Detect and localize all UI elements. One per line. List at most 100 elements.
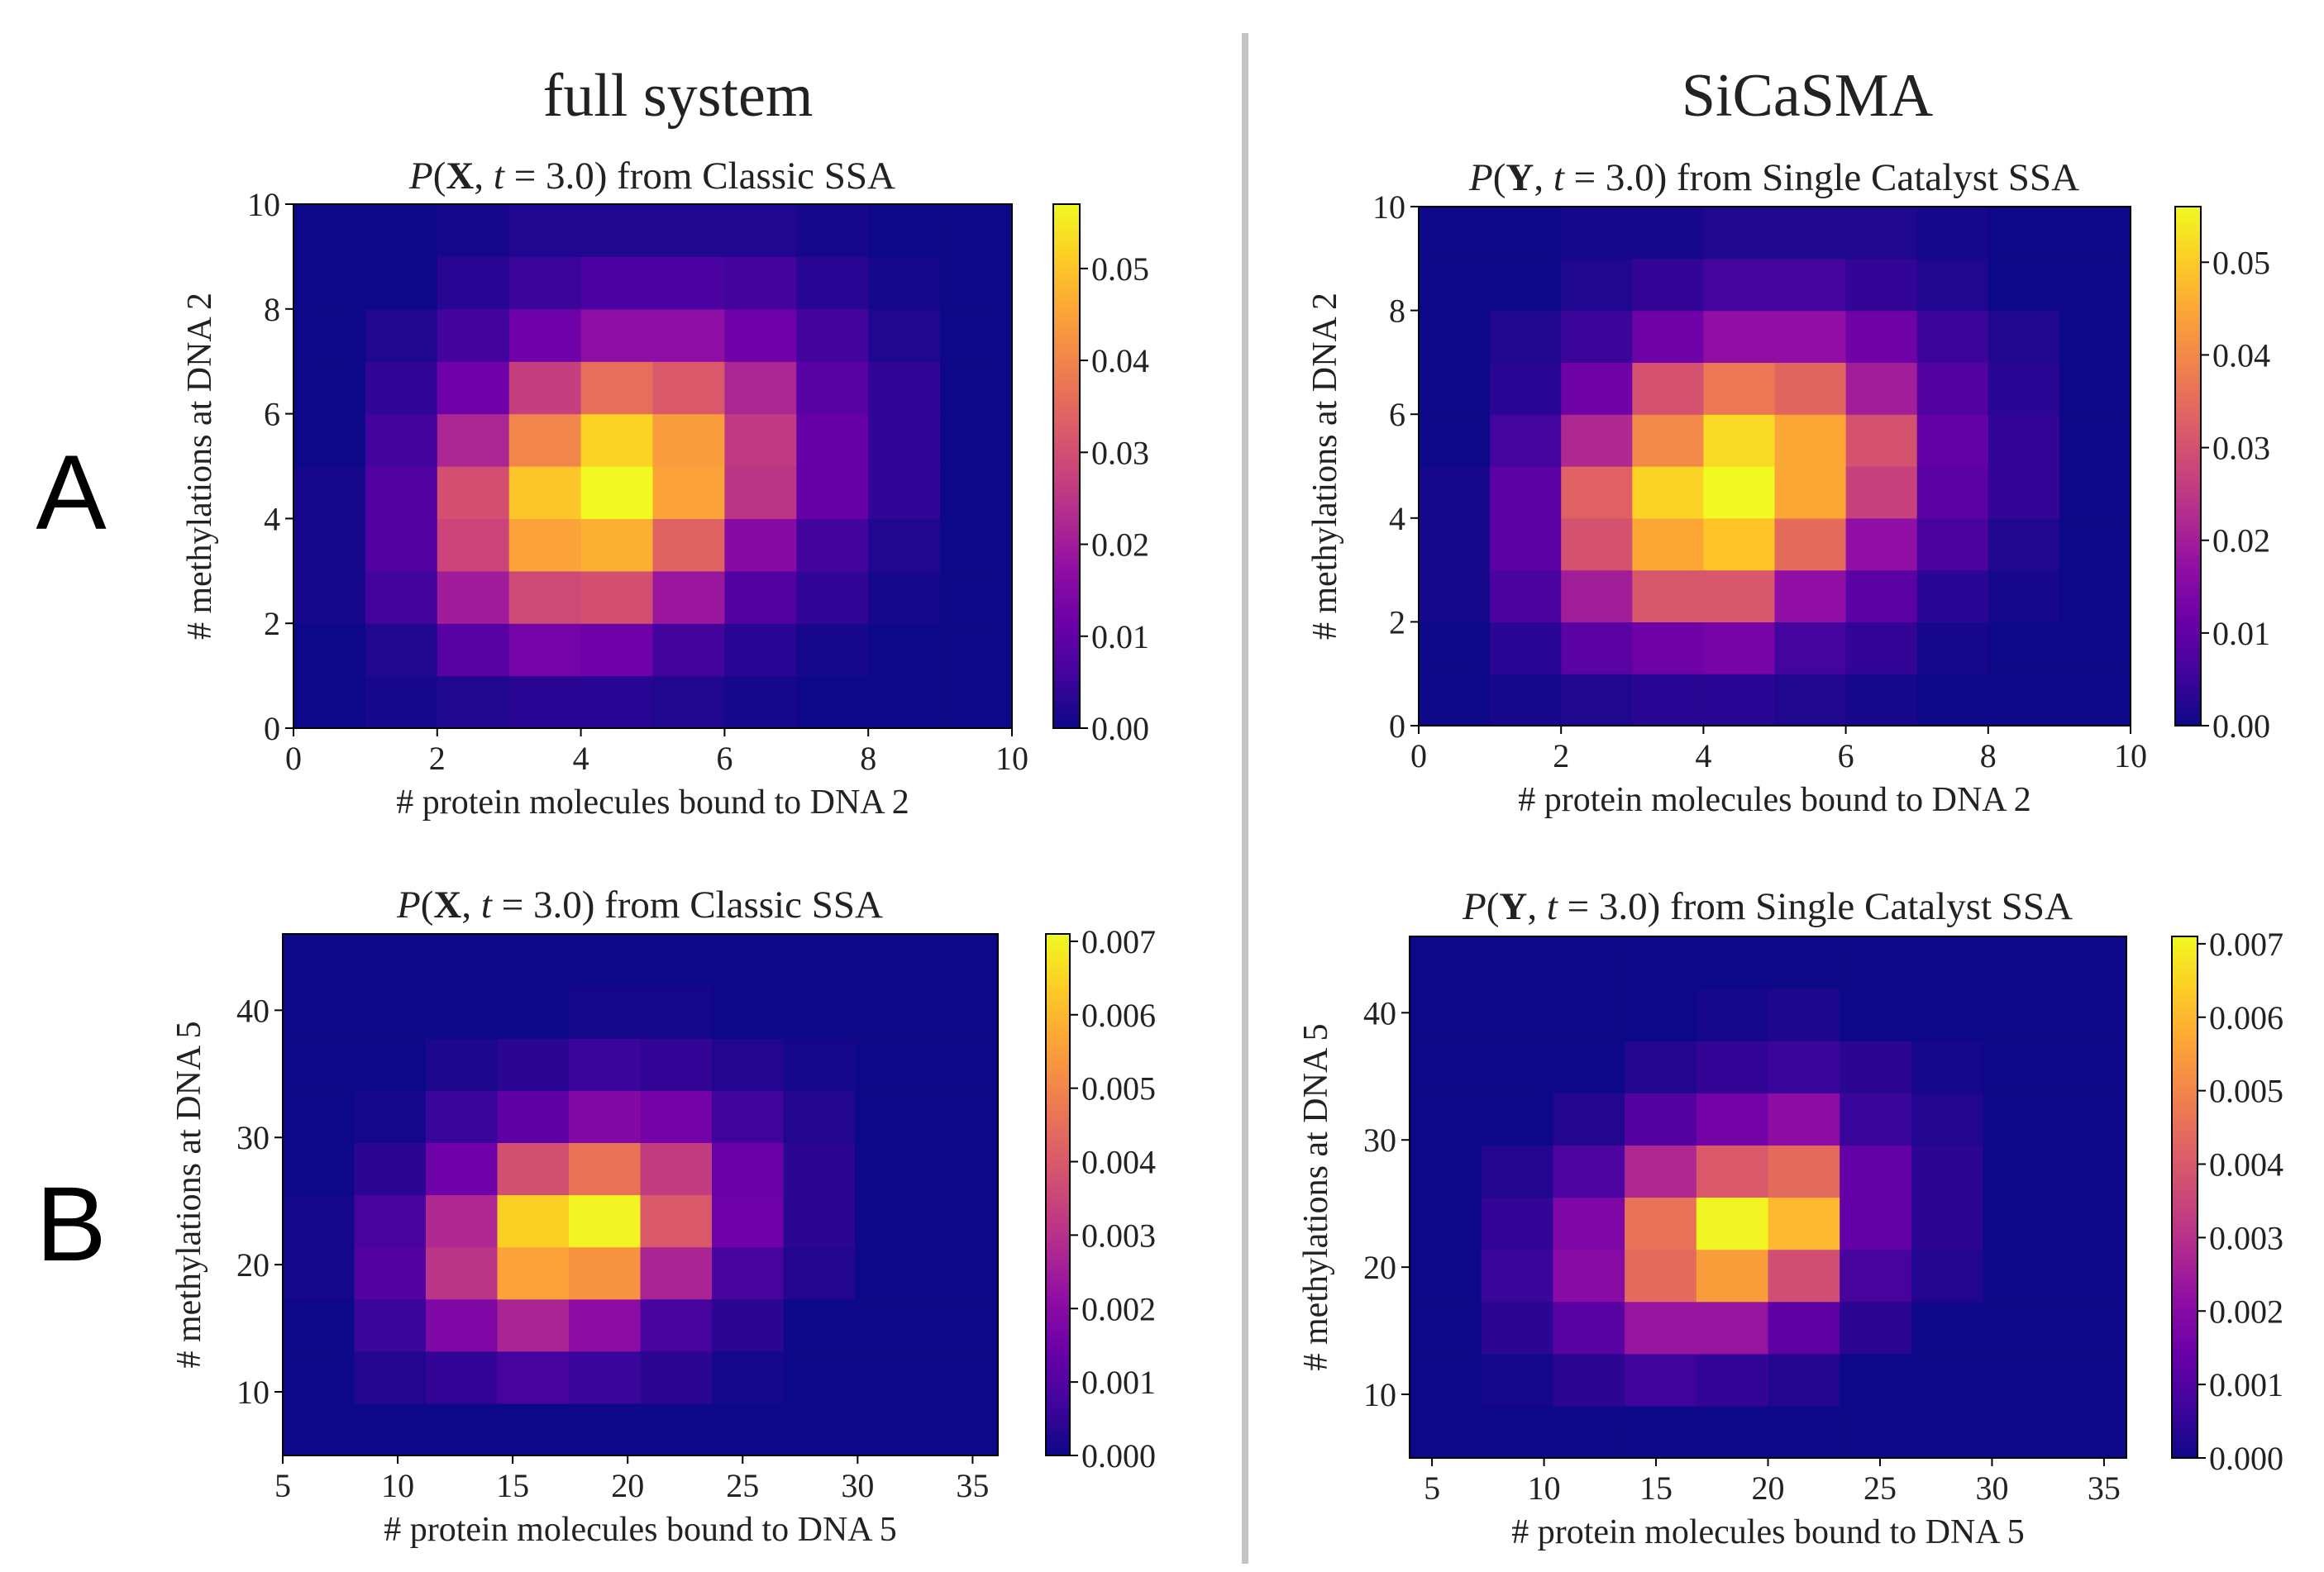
heatmap-cell [652, 308, 725, 362]
heatmap-cell [1419, 674, 1491, 726]
heatmap-cell [940, 256, 1013, 310]
heatmap-cell [1490, 569, 1562, 622]
title-part: X [446, 155, 474, 198]
heatmap-cell [868, 518, 941, 572]
heatmap-cell [652, 204, 725, 257]
heatmap-cell [1916, 517, 1989, 571]
colorbar-tick-label: 0.007 [1081, 923, 1156, 960]
heatmap-cell [2054, 988, 2127, 1041]
heatmap-cell [1419, 362, 1491, 415]
heatmap-cell [2054, 1093, 2127, 1146]
heatmap-cell [1911, 1405, 1984, 1459]
heatmap-cell [293, 570, 366, 624]
heatmap-cell [940, 308, 1013, 362]
y-tick-label: 6 [1389, 396, 1405, 433]
heatmap-cell [1845, 674, 1918, 726]
heatmap-cell [365, 466, 438, 519]
heatmap-cell [652, 570, 725, 624]
heatmap-cell [724, 675, 797, 729]
heatmap-cell [426, 986, 499, 1039]
heatmap-cell [1774, 674, 1847, 726]
heatmap-cell [1983, 988, 2055, 1041]
heatmap-cell [640, 1246, 713, 1300]
heatmap-cell [724, 570, 797, 624]
row-label-b: B [36, 1165, 106, 1284]
heatmap-cell [580, 466, 654, 519]
heatmap-cell [1490, 622, 1562, 674]
heatmap-cell [1774, 622, 1847, 674]
heatmap-cell [1553, 1093, 1625, 1146]
heatmap-cell [508, 570, 582, 624]
heatmap-cell [1703, 258, 1776, 312]
heatmap-cell [855, 1298, 928, 1352]
heatmap-cell [1481, 1405, 1553, 1459]
heatmap-cell [940, 466, 1013, 519]
heatmap-cell [1481, 1301, 1553, 1355]
heatmap-cell [940, 361, 1013, 415]
heatmap-cell [926, 1038, 999, 1091]
heatmap-cell [1625, 1249, 1697, 1303]
heatmap-cell [1703, 517, 1776, 571]
heatmap-cell [1774, 517, 1847, 571]
heatmap-cell [354, 1194, 427, 1248]
x-tick-label: 20 [611, 1467, 644, 1504]
heatmap-cell [1696, 1041, 1769, 1093]
heatmap-cell [640, 1350, 713, 1404]
heatmap-cell [293, 361, 366, 415]
heatmap-cell [1632, 517, 1704, 571]
heatmap-cell [640, 1194, 713, 1248]
heatmap-cell [2059, 674, 2131, 726]
colorbar-tick-label: 0.02 [2212, 522, 2270, 560]
heatmap-cell [1553, 1353, 1625, 1407]
heatmap-cell [2054, 1249, 2127, 1303]
heatmap-cell [497, 1298, 570, 1352]
heatmap-cell [1916, 258, 1989, 312]
heatmap-cell [724, 256, 797, 310]
heatmap-cell [1983, 1249, 2055, 1303]
y-tick-label: 8 [1389, 293, 1405, 330]
heatmap-cell [1632, 569, 1704, 622]
x-tick-label: 15 [1639, 1470, 1673, 1507]
heatmap-cell [926, 934, 999, 987]
heatmap-cell [1481, 1197, 1553, 1250]
heatmap-cell [1774, 569, 1847, 622]
x-axis-label: # protein molecules bound to DNA 5 [1511, 1513, 2025, 1551]
heatmap-cell [1419, 258, 1491, 312]
heatmap-cell [1916, 414, 1989, 467]
heatmap-cell [724, 518, 797, 572]
heatmap-cell [724, 466, 797, 519]
heatmap-cell [796, 675, 869, 729]
heatmap-cell [712, 1246, 785, 1300]
heatmap-cell [508, 675, 582, 729]
heatmap-cell [712, 986, 785, 1039]
heatmap-cell [1696, 936, 1769, 989]
heatmap-cell [1625, 1301, 1697, 1355]
title-part: Y [1506, 156, 1534, 199]
heatmap-cell [712, 1142, 785, 1196]
heatmap-cell [426, 1142, 499, 1196]
colorbar [1045, 933, 1071, 1456]
heatmap-cell [1916, 207, 1989, 260]
heatmap-cell [868, 361, 941, 415]
title-part: = 3.0) from Classic SSA [492, 884, 883, 927]
heatmap-cell [1625, 1041, 1697, 1093]
heatmap-cell [652, 675, 725, 729]
colorbar-tick-label: 0.02 [1091, 526, 1149, 564]
heatmap-cell [283, 1350, 356, 1404]
colorbar-tick-label: 0.004 [1081, 1144, 1156, 1181]
heatmap-cell [1988, 310, 2060, 363]
heatmap-cell [1490, 258, 1562, 312]
heatmap-cell [1768, 1353, 1840, 1407]
heatmap-cell [437, 466, 510, 519]
heatmap-cell [1911, 1249, 1984, 1303]
plot-frame [282, 933, 999, 1456]
heatmap-cell [354, 1298, 427, 1352]
title-part: P [1468, 156, 1493, 199]
heatmap-cell [940, 204, 1013, 257]
heatmap-cell [2054, 1197, 2127, 1250]
heatmap-cell [1911, 1145, 1984, 1198]
heatmap-cell [1840, 1301, 1912, 1355]
heatmap-cell [1911, 1301, 1984, 1355]
heatmap-cell [354, 1090, 427, 1143]
